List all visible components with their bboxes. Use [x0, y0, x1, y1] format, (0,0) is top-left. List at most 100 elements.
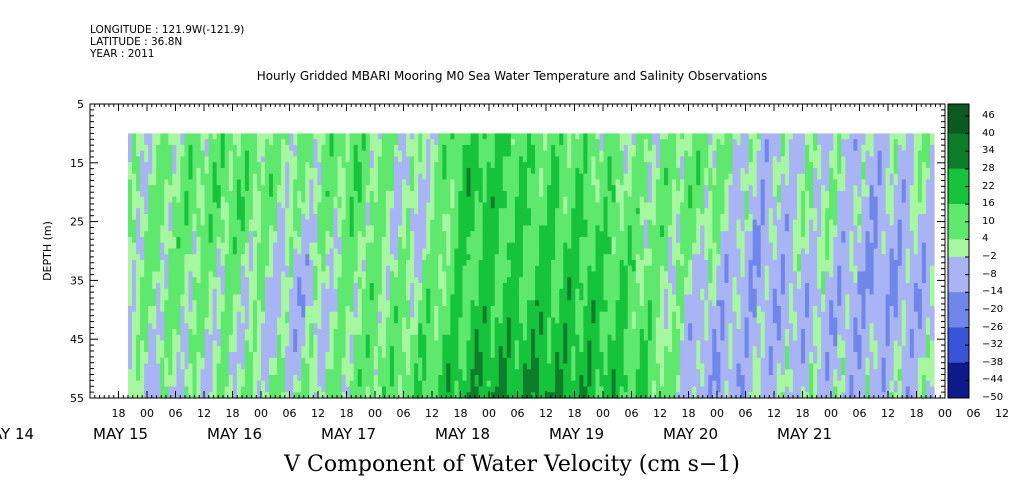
heatmap-cell — [277, 133, 282, 140]
heatmap-cell — [434, 259, 439, 267]
heatmap-cell — [422, 305, 427, 313]
heatmap-cell — [547, 340, 552, 347]
heatmap-cell — [285, 311, 290, 319]
heatmap-cell — [474, 173, 480, 181]
heatmap-cell — [156, 202, 161, 209]
heatmap-cell — [462, 363, 468, 370]
heatmap-cell — [418, 202, 423, 209]
heatmap-cell — [248, 162, 254, 169]
heatmap-cell — [144, 392, 149, 399]
heatmap-cell — [337, 225, 343, 232]
heatmap-cell — [164, 323, 169, 330]
heatmap-cell — [490, 311, 496, 319]
heatmap-cell — [321, 185, 327, 192]
heatmap-cell — [502, 144, 508, 152]
heatmap-cell — [514, 328, 520, 336]
heatmap-cell — [265, 139, 270, 146]
heatmap-cell — [458, 317, 464, 324]
heatmap-cell — [486, 340, 492, 347]
heatmap-cell — [543, 150, 548, 158]
heatmap-cell — [539, 208, 544, 215]
heatmap-cell — [385, 133, 391, 140]
heatmap-cell — [531, 357, 536, 365]
heatmap-cell — [454, 288, 460, 296]
heatmap-cell — [144, 334, 149, 342]
heatmap-cell — [244, 179, 250, 186]
heatmap-cell — [345, 271, 351, 278]
heatmap-cell — [434, 311, 439, 319]
heatmap-cell — [361, 317, 367, 324]
heatmap-cell — [422, 311, 427, 319]
heatmap-cell — [462, 294, 468, 301]
heatmap-cell — [502, 202, 508, 209]
heatmap-cell — [317, 196, 323, 204]
heatmap-cell — [160, 156, 165, 163]
heatmap-cell — [365, 208, 371, 215]
heatmap-cell — [381, 231, 387, 238]
heatmap-cell — [281, 259, 286, 267]
heatmap-cell — [236, 259, 242, 267]
heatmap-cell — [402, 317, 407, 324]
heatmap-cell — [224, 277, 230, 284]
heatmap-cell — [252, 294, 258, 301]
heatmap-cell — [547, 392, 552, 399]
heatmap-cell — [212, 202, 218, 209]
heatmap-cell — [402, 323, 407, 330]
heatmap-cell — [216, 311, 222, 319]
heatmap-cell — [454, 225, 460, 232]
heatmap-cell — [164, 185, 169, 192]
heatmap-cell — [551, 196, 556, 204]
heatmap-cell — [377, 271, 383, 278]
heatmap-cell — [301, 363, 306, 370]
heatmap-cell — [543, 254, 548, 261]
heatmap-cell — [184, 173, 190, 181]
heatmap-cell — [522, 219, 528, 227]
heatmap-cell — [168, 351, 173, 359]
heatmap-cell — [248, 374, 254, 382]
heatmap-cell — [297, 323, 302, 330]
heatmap-cell — [389, 231, 395, 238]
heatmap-cell — [329, 294, 335, 301]
heatmap-cell — [539, 369, 544, 376]
heatmap-cell — [373, 236, 379, 244]
heatmap-cell — [438, 351, 443, 359]
heatmap-cell — [256, 213, 262, 221]
heatmap-cell — [531, 150, 536, 158]
heatmap-cell — [506, 386, 512, 393]
heatmap-cell — [196, 150, 202, 158]
heatmap-cell — [418, 374, 423, 382]
heatmap-cell — [160, 219, 165, 227]
heatmap-cell — [204, 300, 210, 307]
heatmap-cell — [248, 196, 254, 204]
heatmap-cell — [281, 363, 286, 370]
heatmap-cell — [486, 173, 492, 181]
heatmap-cell — [341, 300, 347, 307]
heatmap-cell — [506, 277, 512, 284]
heatmap-cell — [510, 202, 516, 209]
heatmap-cell — [551, 156, 556, 163]
heatmap-cell — [224, 225, 230, 232]
heatmap-cell — [212, 323, 218, 330]
heatmap-cell — [373, 282, 379, 290]
heatmap-cell — [510, 167, 516, 175]
heatmap-cell — [164, 179, 169, 186]
heatmap-cell — [273, 305, 278, 313]
heatmap-cell — [450, 300, 456, 307]
heatmap-cell — [144, 167, 149, 175]
heatmap-cell — [547, 317, 552, 324]
heatmap-cell — [148, 254, 153, 261]
heatmap-cell — [426, 156, 431, 163]
heatmap-cell — [398, 369, 403, 376]
heatmap-cell — [369, 259, 375, 267]
heatmap-cell — [482, 225, 488, 232]
heatmap-cell — [389, 328, 395, 336]
heatmap-cell — [365, 133, 371, 140]
heatmap-cell — [482, 202, 488, 209]
heatmap-cell — [212, 156, 218, 163]
heatmap-cell — [140, 242, 145, 250]
heatmap-cell — [402, 156, 407, 163]
heatmap-cell — [301, 300, 306, 307]
heatmap-cell — [148, 236, 153, 244]
heatmap-cell — [160, 202, 165, 209]
heatmap-cell — [172, 323, 177, 330]
